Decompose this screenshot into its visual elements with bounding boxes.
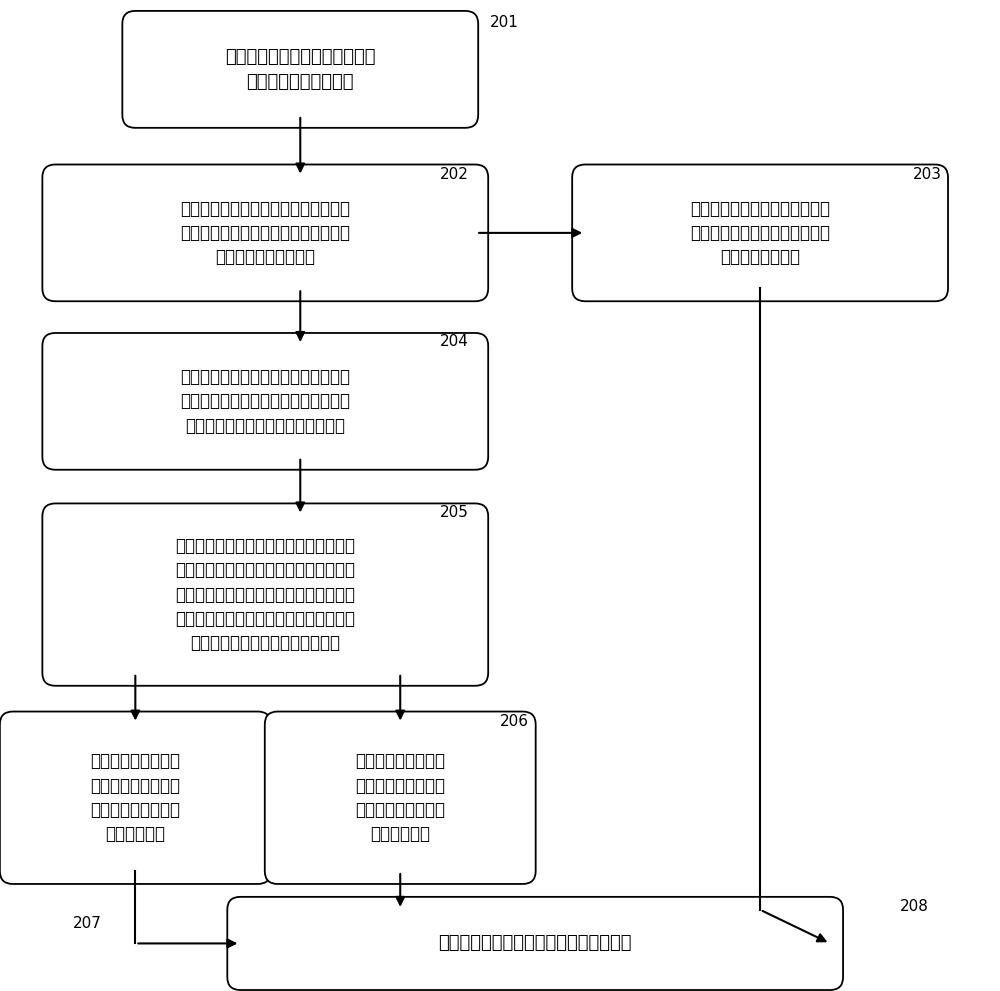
Text: 202: 202: [440, 166, 469, 182]
Text: 203: 203: [913, 166, 942, 182]
Text: 204: 204: [440, 334, 469, 350]
Text: 206: 206: [500, 714, 529, 729]
Text: 若所述电压最大值大
于所述电压最小值，
确定所述故障等级为
第二预设等级: 若所述电压最大值大 于所述电压最小值， 确定所述故障等级为 第二预设等级: [355, 752, 445, 843]
Text: 201: 201: [490, 15, 519, 31]
Text: 205: 205: [440, 504, 469, 520]
Text: 若所述动力电池的工作状态为故障状态
，则检测连接于集成控制器与直流母线
之间的多个高压部件的当前输入电压: 若所述动力电池的工作状态为故障状态 ，则检测连接于集成控制器与直流母线 之间的多…: [180, 368, 350, 435]
FancyBboxPatch shape: [265, 712, 536, 884]
Text: 检测集成控制器上获得的直流母
线电压是否为正常状态: 检测集成控制器上获得的直流母 线电压是否为正常状态: [225, 49, 376, 90]
Text: 若所述电压最大值小
于所述电压最小值，
确定所述故障等级为
第三预设等级: 若所述电压最大值小 于所述电压最小值， 确定所述故障等级为 第三预设等级: [90, 752, 180, 843]
FancyBboxPatch shape: [42, 165, 488, 301]
Text: 若所述动力电池的工作状态为未
故障状态，确定所述故障等级为
第一预设故障等级: 若所述动力电池的工作状态为未 故障状态，确定所述故障等级为 第一预设故障等级: [690, 199, 830, 267]
FancyBboxPatch shape: [42, 333, 488, 470]
Text: 若通过集成控制器获得的直流母线电压
不为正常状态，则检测与直流母线连接
的动力电池的工作状态: 若通过集成控制器获得的直流母线电压 不为正常状态，则检测与直流母线连接 的动力电…: [180, 199, 350, 267]
FancyBboxPatch shape: [42, 503, 488, 686]
FancyBboxPatch shape: [0, 712, 271, 884]
FancyBboxPatch shape: [572, 165, 948, 301]
FancyBboxPatch shape: [122, 11, 478, 128]
Text: 根据所述高压部件的当前输入电压，进行
直流母线电压估算的最大值运算，获得所
述直流母线估算后的电压最大值，以及进
行直流母线电压估算的最小值运算，获得
所述直流: 根据所述高压部件的当前输入电压，进行 直流母线电压估算的最大值运算，获得所 述直…: [175, 537, 355, 652]
FancyBboxPatch shape: [227, 897, 843, 990]
Text: 208: 208: [900, 899, 929, 915]
Text: 207: 207: [73, 916, 102, 932]
Text: 执行与所述故障等级对应的预设处理机制: 执行与所述故障等级对应的预设处理机制: [438, 935, 632, 952]
